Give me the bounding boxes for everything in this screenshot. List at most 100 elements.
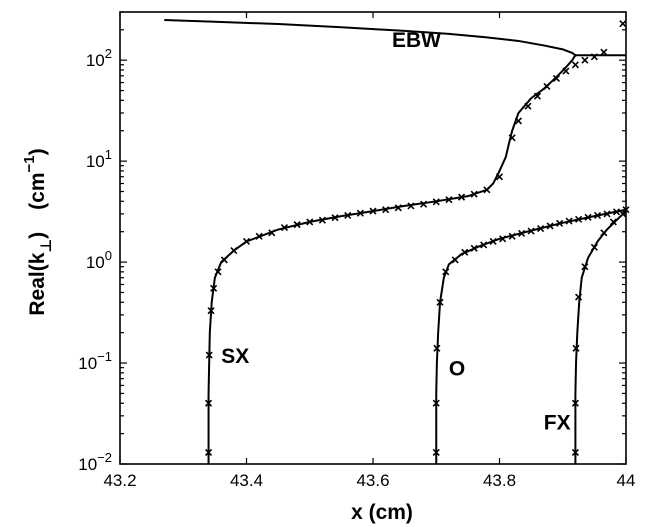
x-marker — [483, 186, 491, 194]
x-marker — [543, 82, 551, 90]
x-marker-stroke — [514, 117, 523, 125]
x-marker — [619, 20, 627, 28]
x-marker-stroke — [461, 248, 469, 256]
x-marker-stroke — [445, 196, 453, 204]
x-marker-stroke — [207, 307, 215, 315]
x-marker — [407, 202, 415, 210]
y-axis-title-unit-open: (cm — [26, 173, 49, 210]
y-axis-title: Real(k⊥) (cm−1) — [21, 148, 55, 315]
x-marker — [369, 207, 377, 215]
x-marker — [470, 244, 478, 252]
x-marker — [565, 217, 573, 225]
x-marker-stroke — [571, 61, 579, 69]
y-tick-exponent: 1 — [105, 147, 112, 162]
y-tick-base: 10 — [86, 51, 105, 70]
x-marker — [394, 204, 402, 212]
x-marker — [609, 218, 617, 226]
x-marker-stroke — [508, 134, 516, 142]
x-marker — [420, 200, 428, 208]
x-tick-labels: 43.2 43.4 43.6 43.8 44 — [103, 471, 635, 490]
plot-frame — [119, 11, 627, 465]
x-marker — [527, 227, 535, 235]
x-marker-stroke — [210, 284, 218, 292]
x-marker-stroke — [543, 82, 551, 90]
x-marker — [600, 229, 608, 237]
x-marker — [331, 214, 339, 222]
x-marker — [593, 211, 602, 219]
x-marker-stroke — [552, 74, 560, 82]
x-marker — [451, 256, 459, 264]
x-marker-stroke — [590, 243, 598, 251]
x-marker-stroke — [537, 224, 545, 233]
x-marker — [344, 211, 352, 219]
x-marker — [207, 307, 215, 315]
x-marker-stroke — [600, 48, 608, 56]
y-tick-exponent: −1 — [97, 349, 112, 364]
x-marker-stroke — [214, 268, 222, 276]
x-marker — [470, 190, 478, 198]
x-marker-stroke — [369, 207, 377, 215]
x-marker-stroke — [495, 173, 504, 181]
y-axis-title-sub: ⊥ — [38, 239, 55, 253]
x-marker — [268, 229, 276, 237]
x-marker — [220, 256, 228, 264]
x-marker-stroke — [344, 211, 352, 219]
curve-o — [435, 208, 627, 464]
x-tick-label: 44 — [617, 471, 636, 490]
x-marker-stroke — [603, 210, 611, 218]
y-tick-exponent: 2 — [105, 46, 112, 61]
x-marker — [436, 298, 444, 306]
x-tick-label: 43.4 — [230, 471, 263, 490]
x-marker-stroke — [609, 218, 617, 226]
curve-labels: EBW SX O FX — [221, 29, 570, 434]
x-marker — [242, 237, 251, 246]
series-markers — [204, 20, 630, 457]
y-tick-label: 10−2 — [78, 450, 112, 474]
x-marker-stroke — [436, 298, 444, 306]
x-tick-label: 43.8 — [483, 471, 516, 490]
x-marker — [574, 215, 583, 223]
y-tick-exponent: 0 — [105, 248, 112, 263]
x-marker — [546, 222, 554, 230]
x-marker — [442, 268, 450, 276]
x-marker — [518, 229, 526, 238]
x-marker — [433, 344, 441, 352]
x-marker — [562, 67, 570, 75]
x-marker — [514, 117, 523, 125]
x-marker — [533, 92, 542, 100]
x-marker-stroke — [527, 227, 535, 235]
x-marker — [432, 448, 440, 457]
x-marker-stroke — [533, 92, 542, 100]
y-tick-base: 10 — [86, 253, 105, 272]
x-marker — [499, 235, 507, 243]
x-marker-stroke — [394, 204, 402, 212]
x-marker — [318, 216, 326, 224]
x-marker — [210, 284, 218, 292]
x-marker-stroke — [612, 208, 621, 216]
x-marker — [612, 208, 621, 216]
x-marker — [432, 399, 440, 407]
x-marker-stroke — [619, 210, 627, 218]
x-tick-label: 43.6 — [356, 471, 389, 490]
x-marker — [432, 198, 440, 206]
x-marker-stroke — [546, 222, 554, 230]
curve-label-o: O — [449, 358, 465, 381]
x-marker-stroke — [306, 218, 314, 226]
x-marker-stroke — [457, 193, 466, 201]
x-marker-stroke — [451, 256, 459, 264]
x-marker-stroke — [432, 399, 440, 407]
x-marker-stroke — [356, 209, 364, 217]
x-marker-stroke — [571, 448, 579, 457]
x-marker — [590, 243, 598, 251]
x-marker-stroke — [432, 198, 440, 206]
x-marker-stroke — [230, 247, 238, 255]
x-marker — [508, 134, 516, 142]
x-marker — [590, 53, 598, 61]
x-marker-stroke — [433, 344, 441, 352]
x-marker — [581, 56, 589, 64]
x-marker-stroke — [574, 215, 583, 223]
x-marker — [230, 247, 238, 255]
x-marker — [489, 237, 497, 246]
